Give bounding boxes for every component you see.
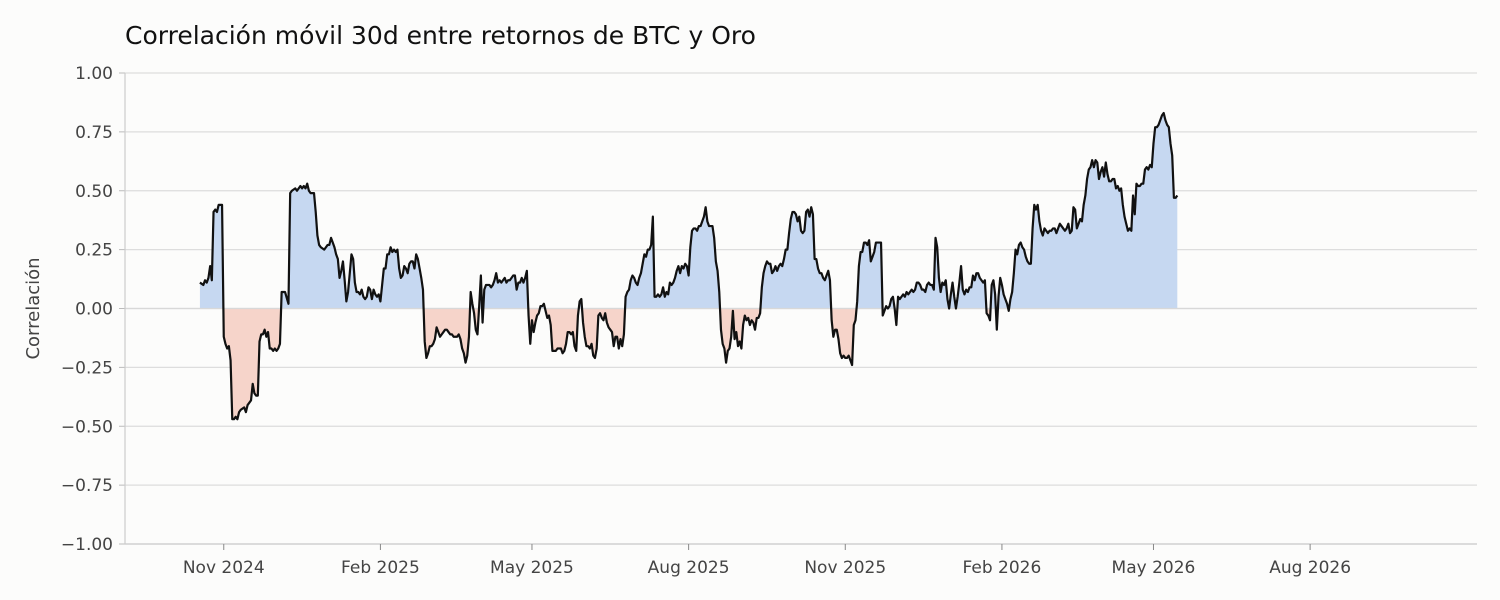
- series-lines: [199, 111, 1179, 421]
- x-tick-label: May 2025: [490, 558, 574, 578]
- x-tick-label: Aug 2025: [648, 558, 730, 578]
- positive-area: [199, 113, 1178, 309]
- x-tick-label: Aug 2026: [1269, 558, 1351, 578]
- x-tick-label: Nov 2025: [804, 558, 886, 578]
- y-tick-label: 0.25: [75, 241, 113, 261]
- y-tick-label: −0.75: [61, 476, 113, 496]
- axes: 1.00 0.75 0.50 0.25 0.00 −0.25 −0.50 −0.75 −1.00…: [61, 64, 1477, 578]
- y-tick-label: −0.25: [61, 358, 113, 378]
- y-tick-label: 0.00: [75, 300, 113, 320]
- x-tick-label: Feb 2025: [341, 558, 420, 578]
- x-tick-label: Feb 2026: [963, 558, 1042, 578]
- chart-title: Correlación móvil 30d entre retornos de …: [125, 21, 756, 50]
- y-axis-label: Correlación: [23, 257, 44, 359]
- y-tick-label: 0.50: [75, 182, 113, 202]
- y-tick-label: −0.50: [61, 417, 113, 437]
- x-tick-label: May 2026: [1112, 558, 1196, 578]
- y-tick-label: 0.75: [75, 123, 113, 143]
- x-tick-label: Nov 2024: [183, 558, 265, 578]
- y-tick-label: −1.00: [61, 535, 113, 555]
- area-fills: [125, 113, 1477, 420]
- y-tick-label: 1.00: [75, 64, 113, 84]
- correlation-line: [199, 111, 1179, 421]
